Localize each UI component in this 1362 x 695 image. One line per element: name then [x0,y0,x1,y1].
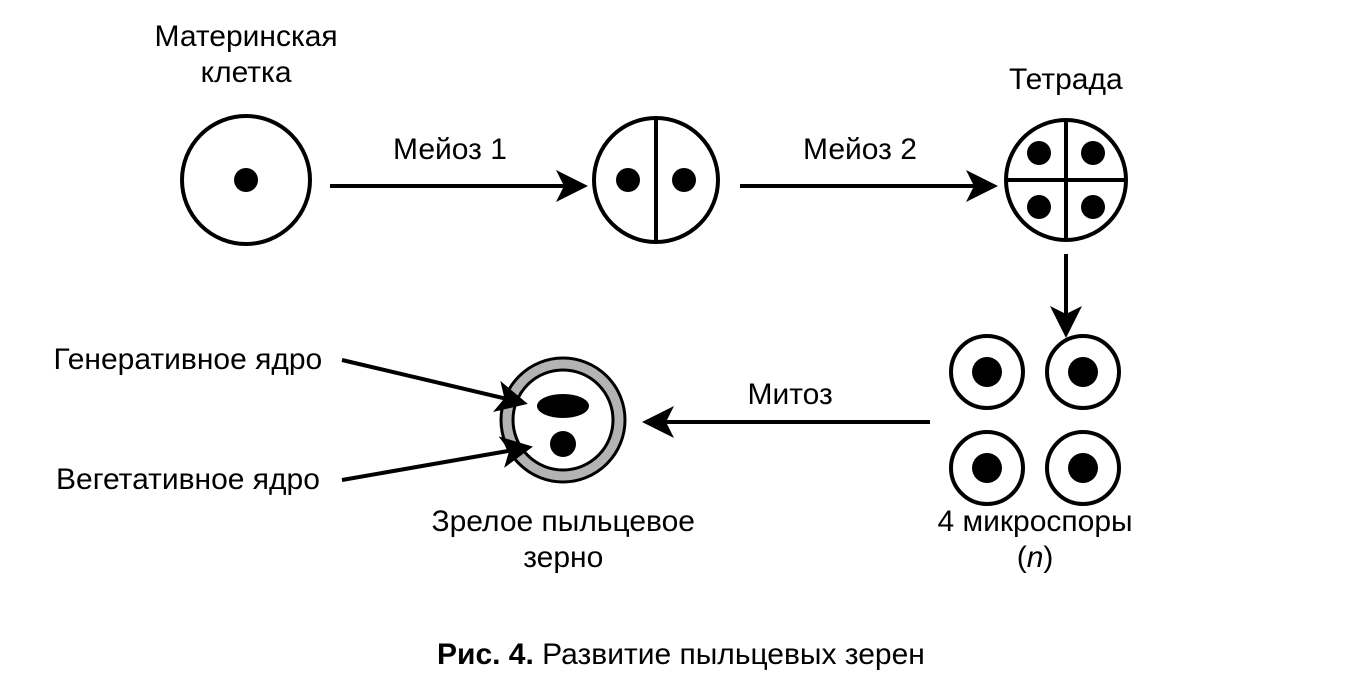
label-mitosis: Митоз [748,377,833,413]
figure-caption: Рис. 4. Развитие пыльцевых зерен [437,638,925,672]
node-microspore-2-nucleus [972,453,1002,483]
diagram-container: Материнская клетка Мейоз 1 Мейоз 2 Тетра… [0,0,1362,695]
node-microspore-1-nucleus [1068,357,1098,387]
node-after-meiosis1-dot-left [616,168,640,192]
node-after-meiosis1-dot-right [672,168,696,192]
label-meiosis2: Мейоз 2 [803,132,917,168]
node-pollen-vegetative-nucleus [550,431,576,457]
label-generative-nucleus: Генеративное ядро [54,342,323,378]
arrow-gen [342,360,520,402]
label-vegetative-nucleus: Вегетативное ядро [56,462,320,498]
label-tetrad: Тетрада [1009,62,1123,98]
label-meiosis1: Мейоз 1 [393,132,507,168]
node-tetrad-dot-1 [1081,141,1105,165]
node-mother-nucleus [234,168,258,192]
node-pollen-generative-nucleus [537,394,589,418]
node-tetrad-dot-0 [1027,141,1051,165]
arrow-veg [342,448,525,480]
label-microspores: 4 микроспоры(n) [938,504,1133,576]
node-tetrad-dot-2 [1027,195,1051,219]
node-microspore-3-nucleus [1068,453,1098,483]
node-microspore-0-nucleus [972,357,1002,387]
node-tetrad-dot-3 [1081,195,1105,219]
label-mature-pollen: Зрелое пыльцевое зерно [432,504,695,576]
label-mother-cell: Материнская клетка [155,19,338,91]
